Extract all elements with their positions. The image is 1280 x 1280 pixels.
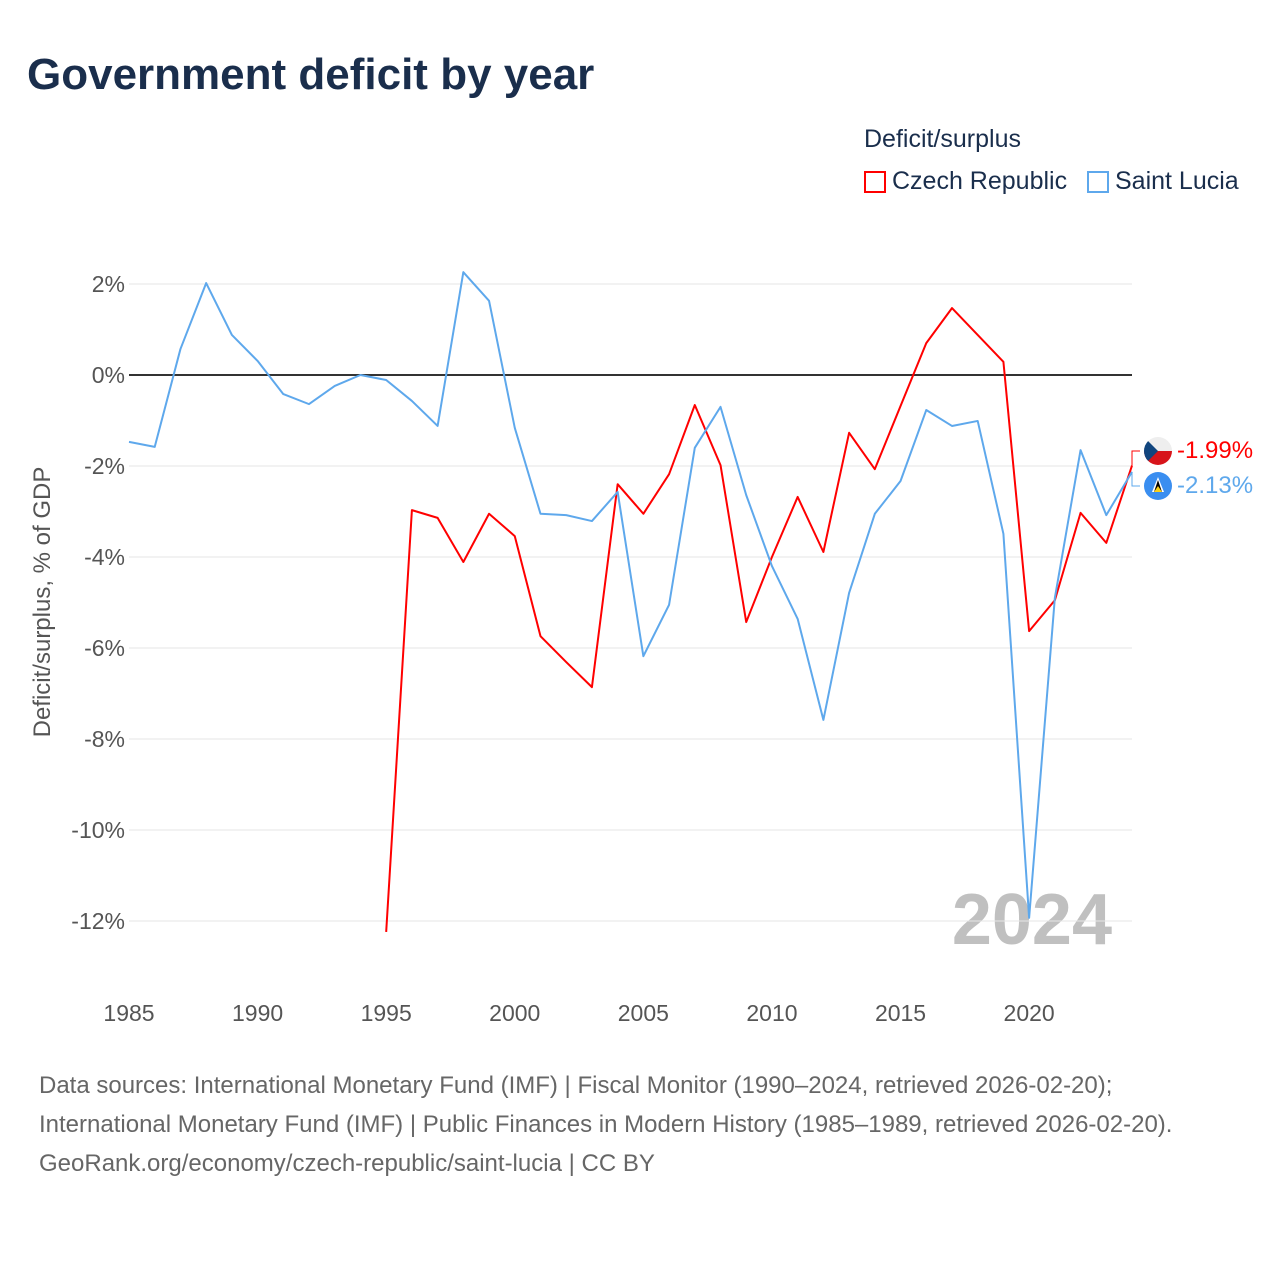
x-tick-label: 2015 <box>875 1000 926 1026</box>
y-tick-label: -6% <box>84 635 125 661</box>
series-line-saint-lucia[interactable] <box>128 271 1133 919</box>
y-axis-label: Deficit/surplus, % of GDP <box>29 467 56 738</box>
legend-swatch <box>1087 170 1109 193</box>
x-tick-label: 2000 <box>489 1000 540 1026</box>
legend-item-czech-republic[interactable]: Czech Republic <box>864 167 1067 196</box>
source-notes: Data sources: International Monetary Fun… <box>39 1066 1239 1183</box>
end-label-connector <box>1131 471 1140 487</box>
y-tick-label: -12% <box>71 908 125 934</box>
y-tick-label: 2% <box>92 271 125 297</box>
legend-swatch <box>864 170 886 193</box>
y-tick-label: 0% <box>92 362 125 388</box>
x-tick-label: 1985 <box>103 1000 154 1026</box>
x-tick-label: 1995 <box>361 1000 412 1026</box>
x-tick-label: 2005 <box>618 1000 669 1026</box>
y-tick-label: -4% <box>84 544 125 570</box>
end-label-saint-lucia: -2.13% <box>1177 472 1253 499</box>
x-tick-label: 2020 <box>1004 1000 1055 1026</box>
saint-lucia-flag-icon <box>1144 472 1172 500</box>
y-tick-label: -10% <box>71 817 125 843</box>
legend-label: Czech Republic <box>892 167 1068 195</box>
x-tick-label: 1990 <box>232 1000 283 1026</box>
page-title: Government deficit by year <box>27 50 595 99</box>
czech-flag-icon <box>1144 437 1172 465</box>
x-tick-label: 2010 <box>746 1000 797 1026</box>
plot-area: 2024 2%0%-2%-4%-6%-8%-10%-12%1985 1990 199… <box>29 271 1253 1026</box>
series-line-czech-republic[interactable] <box>385 307 1133 932</box>
data-sources: Data sources: International Monetary Fun… <box>39 1072 1173 1138</box>
y-tick-label: -2% <box>84 453 125 479</box>
legend-label: Saint Lucia <box>1115 167 1239 195</box>
attribution-link[interactable]: GeoRank.org/economy/czech-republic/saint… <box>39 1150 655 1177</box>
legend-item-saint-lucia[interactable]: Saint Lucia <box>1087 167 1239 196</box>
y-tick-label: -8% <box>84 726 125 752</box>
end-label-czech-republic: -1.99% <box>1177 437 1253 464</box>
end-label-connector <box>1131 450 1140 466</box>
legend-title: Deficit/surplus <box>864 125 1021 153</box>
